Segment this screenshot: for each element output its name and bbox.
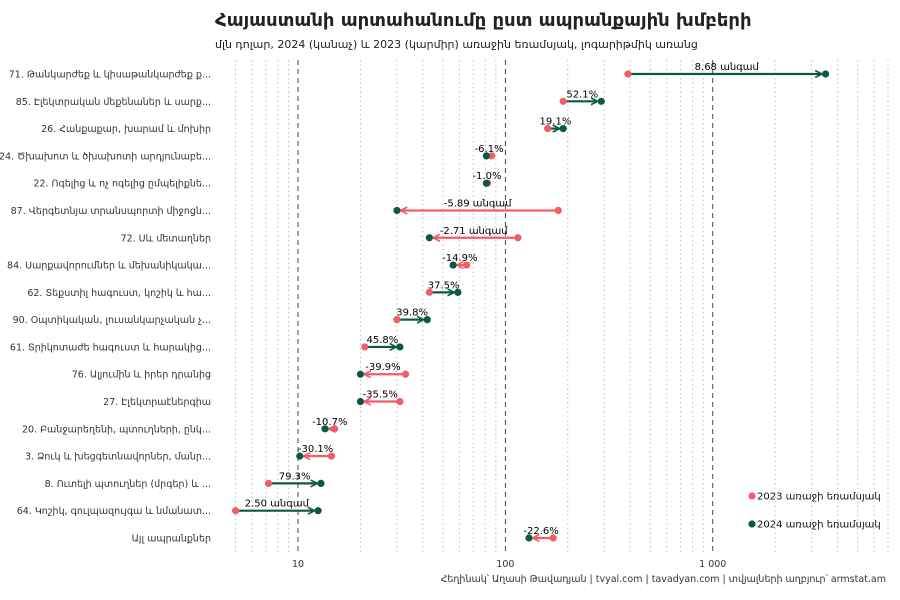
- point-2023: [401, 370, 410, 378]
- change-label: -22.6%: [523, 526, 558, 537]
- change-label: 19.1%: [540, 117, 572, 128]
- point-2023: [462, 261, 471, 269]
- point-2024: [449, 261, 457, 269]
- chart-subtitle: մլն դոլար, 2024 (կանաչ) և 2023 (կարմիր) …: [215, 38, 698, 51]
- category-label: 8. Ուտելի պտուղներ (մրգեր) և ...: [45, 479, 211, 490]
- point-2023: [488, 152, 496, 160]
- point-2024: [482, 152, 491, 160]
- change-label: -2.71 անգամ: [440, 226, 508, 237]
- point-2023: [361, 343, 369, 351]
- category-label: 64. Կոշիկ, գուլպազույգա և նմանատ...: [17, 506, 211, 517]
- point-2023: [544, 124, 552, 133]
- change-label: 45.8%: [366, 335, 398, 346]
- x-axis-ticks: 10 100 1 000: [292, 559, 726, 570]
- category-labels: 71. Թանկարժեք և կիսաթանկարժեք ք... 85. Էլ…: [0, 70, 211, 545]
- change-label: -30.1%: [298, 444, 333, 455]
- change-label: -5.89 անգամ: [444, 198, 512, 209]
- category-label: 76. Ալյումին և իրեր դրանից: [72, 370, 211, 381]
- point-2024: [559, 124, 567, 133]
- category-label: 87. Վերգետնյա տրանսպորտի միջոցն...: [11, 206, 211, 217]
- change-label: -39.9%: [365, 362, 400, 373]
- point-2024: [454, 288, 462, 296]
- point-2023: [624, 70, 632, 78]
- x-tick-label: 1 000: [699, 559, 726, 570]
- change-label: -6.1%: [475, 144, 504, 155]
- category-label: 20. Բանջարեղենի, պտուղների, ընկ...: [22, 424, 211, 435]
- change-label: -10.7%: [312, 417, 347, 428]
- category-label: 24. Ծխախոտ և ծխախոտի արդյունաբե...: [0, 151, 211, 162]
- point-2024: [423, 316, 431, 324]
- change-label: 79.3%: [279, 471, 311, 482]
- point-2024: [393, 206, 401, 215]
- change-label: -35.5%: [362, 390, 397, 401]
- category-label: 26. Հանքաքար, խարամ և մոխիր: [41, 124, 211, 135]
- point-2024: [356, 370, 365, 378]
- category-label: 22. Ոգելից և ոչ ոգելից ըմպելիքնե...: [33, 179, 211, 190]
- chart-caption: Հեղինակ՝ Աղասի Թավադյան | tvyal.com | ta…: [440, 574, 886, 585]
- point-2023: [231, 507, 240, 515]
- point-2024: [314, 507, 322, 515]
- category-label: 3. Ձուկ և խեցգետնավորներ, մանր...: [25, 452, 211, 463]
- change-label: -14.9%: [442, 253, 477, 264]
- point-2023: [554, 206, 562, 215]
- change-label: 39.8%: [396, 308, 428, 319]
- category-label: 27. Էլեկտրաէներգիա: [103, 397, 211, 408]
- point-2024: [425, 234, 433, 242]
- change-label: 52.1%: [566, 89, 598, 100]
- point-2023: [549, 534, 557, 542]
- point-2023: [264, 479, 273, 488]
- legend-swatch-2024: [748, 520, 756, 528]
- point-2023: [393, 316, 401, 324]
- category-label: 85. Էլեկտրական մեքենաներ և սարք...: [16, 97, 211, 108]
- point-2024: [317, 479, 325, 488]
- legend-label-2024: 2024 առաջի եռամսյակ: [757, 520, 881, 531]
- point-2023: [559, 97, 567, 105]
- category-label: 62. Տեքստիլ հագուստ, կոշիկ և հա...: [27, 288, 211, 299]
- category-label: 72. Սև մետաղներ: [121, 233, 211, 244]
- point-2024: [321, 425, 329, 433]
- category-label: Այլ ապրանքներ: [132, 534, 211, 545]
- point-2024: [525, 534, 533, 542]
- category-label: 61. Տրիկոտաժե հագուստ և հարակից...: [10, 342, 211, 353]
- point-2023: [514, 234, 522, 242]
- category-label: 84. Սարքավորումներ և մեխանիկակա...: [7, 261, 211, 272]
- grid-layer: [235, 60, 889, 552]
- change-label: 8.68 անգամ: [695, 62, 760, 73]
- x-tick-label: 10: [292, 559, 304, 570]
- category-label: 71. Թանկարժեք և կիսաթանկարժեք ք...: [9, 70, 211, 81]
- point-2023: [327, 452, 336, 460]
- point-2024: [597, 97, 605, 105]
- point-2024: [356, 397, 365, 406]
- legend: 2023 առաջի եռամսյակ 2024 առաջի եռամսյակ: [748, 492, 881, 531]
- legend-label-2023: 2023 առաջի եռամսյակ: [757, 492, 881, 503]
- change-label: -1.0%: [472, 171, 501, 182]
- change-label: 37.5%: [428, 280, 460, 291]
- point-2023: [425, 288, 433, 296]
- chart-title: Հայաստանի արտահանումը ըստ ապրանքային խմբ…: [215, 10, 752, 31]
- point-2024: [821, 70, 830, 78]
- point-2024: [296, 452, 304, 460]
- category-label: 90. Օպտիկական, լուսանկարչական չ...: [13, 315, 211, 326]
- point-2024: [482, 179, 491, 187]
- point-2024: [396, 343, 404, 351]
- change-label: 2.50 անգամ: [245, 499, 310, 510]
- data-marks: 8.68 անգամ 52.1% 19.1% -6.1% -1.0% -5.89 անգա…: [231, 62, 830, 542]
- x-tick-label: 100: [496, 559, 514, 570]
- point-2023: [330, 425, 339, 433]
- point-2023: [396, 397, 404, 406]
- legend-swatch-2023: [748, 492, 756, 500]
